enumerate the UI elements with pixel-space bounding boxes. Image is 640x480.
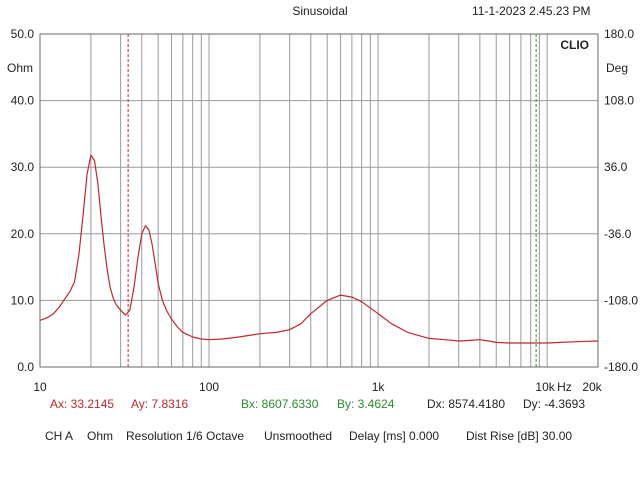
y-left-tick-label: 50.0 (11, 27, 35, 41)
plot-frame (39, 33, 599, 368)
marker-b-y-readout: By: 3.4624 (337, 397, 395, 411)
x-unit-label: Hz (557, 380, 572, 394)
clio-brand-label: CLIO (560, 38, 589, 52)
y-left-tick-label: 0.0 (17, 360, 34, 374)
y-left-tick-label: 40.0 (11, 94, 35, 108)
axis-labels: 0.0 10.0 20.0 30.0 40.0 50.0 -180.0 -108.0 -36.0… (7, 27, 638, 394)
timestamp: 11-1-2023 2.45.23 PM (472, 4, 591, 18)
dist-rise-label: Dist Rise [dB] 30.00 (466, 429, 573, 443)
y-right-tick-label: 36.0 (604, 160, 628, 174)
delta-y-readout: Dy: -4.3693 (523, 397, 586, 411)
marker-b-x-readout: Bx: 8607.6330 (241, 397, 319, 411)
impedance-chart[interactable]: 0.0 10.0 20.0 30.0 40.0 50.0 -180.0 -108.0 -36.0… (0, 0, 640, 400)
unit-label: Ohm (87, 429, 114, 443)
y-right-tick-label: -108.0 (604, 293, 638, 307)
y-left-tick-label: 10.0 (11, 293, 35, 307)
y-left-tick-label: 20.0 (11, 227, 35, 241)
y-right-tick-label: 180.0 (604, 27, 634, 41)
x-tick-label: 20k (582, 380, 602, 394)
chart-title: Sinusoidal (292, 4, 348, 18)
impedance-curve (39, 154, 599, 344)
marker-a-y-readout: Ay: 7.8316 (131, 397, 189, 411)
delay-label: Delay [ms] 0.000 (349, 429, 440, 443)
y-left-unit-label: Ohm (7, 61, 33, 75)
y-right-unit-label: Deg (606, 61, 628, 75)
y-left-tick-label: 30.0 (11, 160, 35, 174)
y-right-tick-label: -180.0 (604, 360, 638, 374)
grid (40, 34, 598, 367)
resolution-label: Resolution 1/6 Octave (126, 429, 245, 443)
markers (127, 34, 537, 367)
x-tick-label: 10 (33, 380, 47, 394)
x-tick-label: 100 (199, 380, 219, 394)
x-tick-label: 1k (372, 380, 386, 394)
delta-x-readout: Dx: 8574.4180 (427, 397, 506, 411)
marker-a-x-readout: Ax: 33.2145 (50, 397, 115, 411)
y-right-tick-label: -36.0 (604, 227, 632, 241)
curve-layer (39, 154, 599, 344)
smoothing-label: Unsmoothed (264, 429, 333, 443)
y-right-tick-label: 108.0 (604, 94, 634, 108)
channel-label: CH A (45, 429, 74, 443)
x-tick-label: 10k (535, 380, 555, 394)
